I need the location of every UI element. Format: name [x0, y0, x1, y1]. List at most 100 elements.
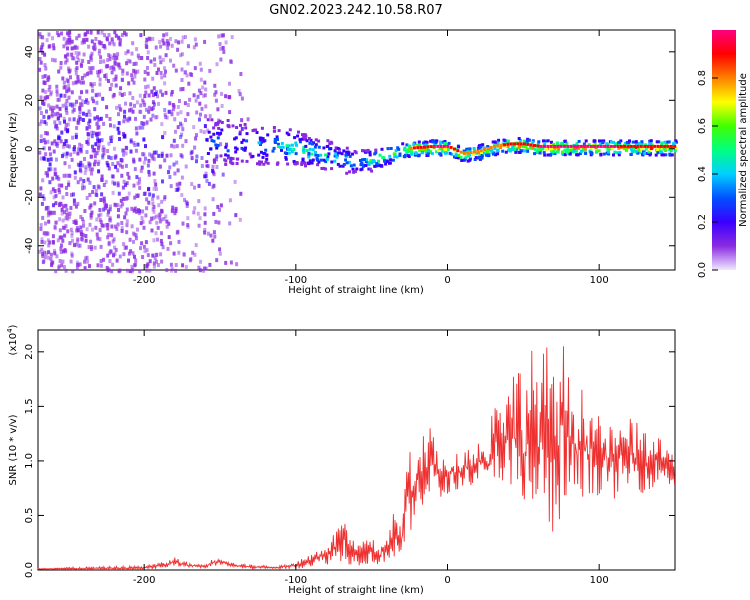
spectrogram-noise-cell: [187, 44, 190, 49]
spectrogram-noise-cell: [66, 31, 70, 36]
spectrogram-noise-cell: [136, 181, 140, 186]
spectrogram-noise-cell: [123, 134, 127, 139]
spectrogram-noise-cell: [58, 228, 62, 233]
spectrogram-noise-cell: [51, 187, 55, 192]
spectrogram-noise-cell: [169, 241, 173, 246]
spectrogram-energy-cell: [674, 139, 678, 143]
spectrogram-noise-cell: [101, 148, 105, 153]
spectrogram-energy-cell: [259, 138, 263, 142]
spectrogram-noise-cell: [79, 177, 83, 182]
spectrogram-noise-cell: [66, 46, 69, 51]
spectrogram-noise-cell: [65, 89, 69, 94]
spectrogram-energy-cell: [485, 153, 488, 157]
spectrogram-energy-cell: [491, 152, 495, 156]
spectrogram-energy-cell: [482, 151, 486, 155]
spectrogram-noise-cell: [75, 99, 78, 104]
snr-x-tick-label: -200: [133, 575, 156, 586]
spectrogram-noise-cell: [199, 259, 203, 264]
spectrogram-noise-cell: [48, 44, 52, 48]
spectrogram-noise-cell: [71, 109, 75, 114]
spectrogram-noise-cell: [155, 90, 159, 95]
spectrogram-noise-cell: [119, 198, 123, 203]
spectrogram-energy-cell: [424, 149, 428, 153]
spectrogram-noise-cell: [126, 118, 130, 123]
spectrogram-noise-cell: [66, 52, 70, 57]
spectrogram-energy-cell: [440, 147, 444, 151]
spectrogram-noise-cell: [68, 35, 72, 40]
spectrogram-energy-cell: [219, 131, 223, 135]
spectrogram-energy-cell: [205, 138, 209, 142]
spectrogram-energy-cell: [660, 142, 664, 146]
spectrogram-ridge-cell: [653, 144, 657, 148]
spectrogram-noise-cell: [196, 94, 200, 99]
spectrogram-noise-cell: [131, 251, 135, 256]
spectrogram-noise-cell: [51, 57, 54, 62]
spectrogram-noise-cell: [160, 153, 164, 158]
spectrogram-noise-cell: [53, 171, 57, 176]
spectrogram-noise-cell: [118, 42, 122, 47]
spectrogram-noise-cell: [98, 82, 102, 87]
spectrogram-noise-cell: [215, 62, 219, 67]
spectrogram-energy-cell: [607, 150, 611, 154]
spectrogram-noise-cell: [98, 92, 101, 97]
spectrogram-noise-cell: [115, 226, 119, 231]
spectrogram-noise-cell: [132, 68, 136, 73]
spectrogram-energy-cell: [644, 147, 648, 151]
spectrogram-noise-cell: [211, 164, 215, 169]
spectrogram-energy-cell: [329, 140, 333, 144]
spectrogram-noise-cell: [76, 75, 80, 79]
spectrogram-noise-cell: [204, 104, 208, 109]
spectrogram-energy-cell: [304, 164, 307, 168]
spectrogram-ridge-cell: [666, 144, 670, 148]
spectrogram-energy-cell: [231, 162, 235, 166]
spectrogram-noise-cell: [186, 112, 190, 117]
spectrogram-noise-cell: [172, 63, 176, 68]
spectrogram-noise-cell: [49, 210, 53, 215]
spectrogram-energy-cell: [618, 150, 622, 154]
spectrogram-noise-cell: [61, 218, 65, 223]
spectrogram-noise-cell: [137, 56, 141, 61]
spectrogram-noise-cell: [65, 98, 69, 103]
spectrogram-energy-cell: [422, 141, 425, 145]
spectrogram-noise-cell: [79, 232, 83, 237]
spectrogram-noise-cell: [83, 259, 87, 264]
spectrogram-energy-cell: [664, 149, 667, 152]
spectrogram-ridge-cell: [626, 144, 630, 148]
colorbar-label: Normalized spectral amplitude: [738, 73, 749, 227]
spectrogram-noise-cell: [152, 171, 156, 176]
spectrogram-noise-cell: [95, 232, 99, 237]
spectrogram-noise-cell: [89, 239, 93, 244]
spectrogram-ridge-cell: [503, 143, 506, 147]
spectrogram-noise-cell: [40, 247, 44, 252]
spectrogram-energy-cell: [549, 153, 553, 157]
spectrogram-noise-cell: [88, 205, 92, 210]
spectrogram-noise-cell: [88, 222, 92, 227]
spectrogram-energy-cell: [261, 137, 265, 141]
spectrogram-energy-cell: [598, 144, 602, 148]
spectrogram-noise-cell: [203, 212, 207, 217]
snr-x-axis-label: Height of straight line (km): [288, 585, 424, 596]
spectrogram-energy-cell: [403, 146, 407, 150]
spectrogram-noise-cell: [107, 53, 111, 58]
spectrogram-noise-cell: [122, 152, 125, 157]
spectrogram-noise-cell: [69, 68, 72, 73]
spectrogram-energy-cell: [219, 154, 223, 158]
spectrogram-noise-cell: [53, 251, 57, 256]
spectrogram-noise-cell: [147, 172, 151, 177]
spectrogram-energy-cell: [264, 148, 268, 152]
spectrogram-noise-cell: [135, 209, 139, 214]
spectrogram-noise-cell: [103, 74, 107, 78]
spectrogram-noise-cell: [88, 264, 91, 269]
spectrogram-energy-cell: [656, 151, 660, 155]
spectrogram-noise-cell: [50, 263, 54, 267]
spectrogram-ridge-cell: [412, 146, 416, 150]
spectrogram-noise-cell: [202, 130, 206, 135]
spectrogram-noise-cell: [116, 52, 120, 57]
spectrogram-noise-cell: [140, 121, 144, 126]
spectrogram-noise-cell: [133, 74, 137, 79]
spectrogram-noise-cell: [90, 130, 94, 135]
spectrogram-noise-cell: [107, 210, 110, 215]
spectrogram-noise-cell: [197, 223, 201, 228]
spectrogram-noise-cell: [83, 266, 87, 271]
spectrogram-noise-cell: [204, 87, 208, 92]
